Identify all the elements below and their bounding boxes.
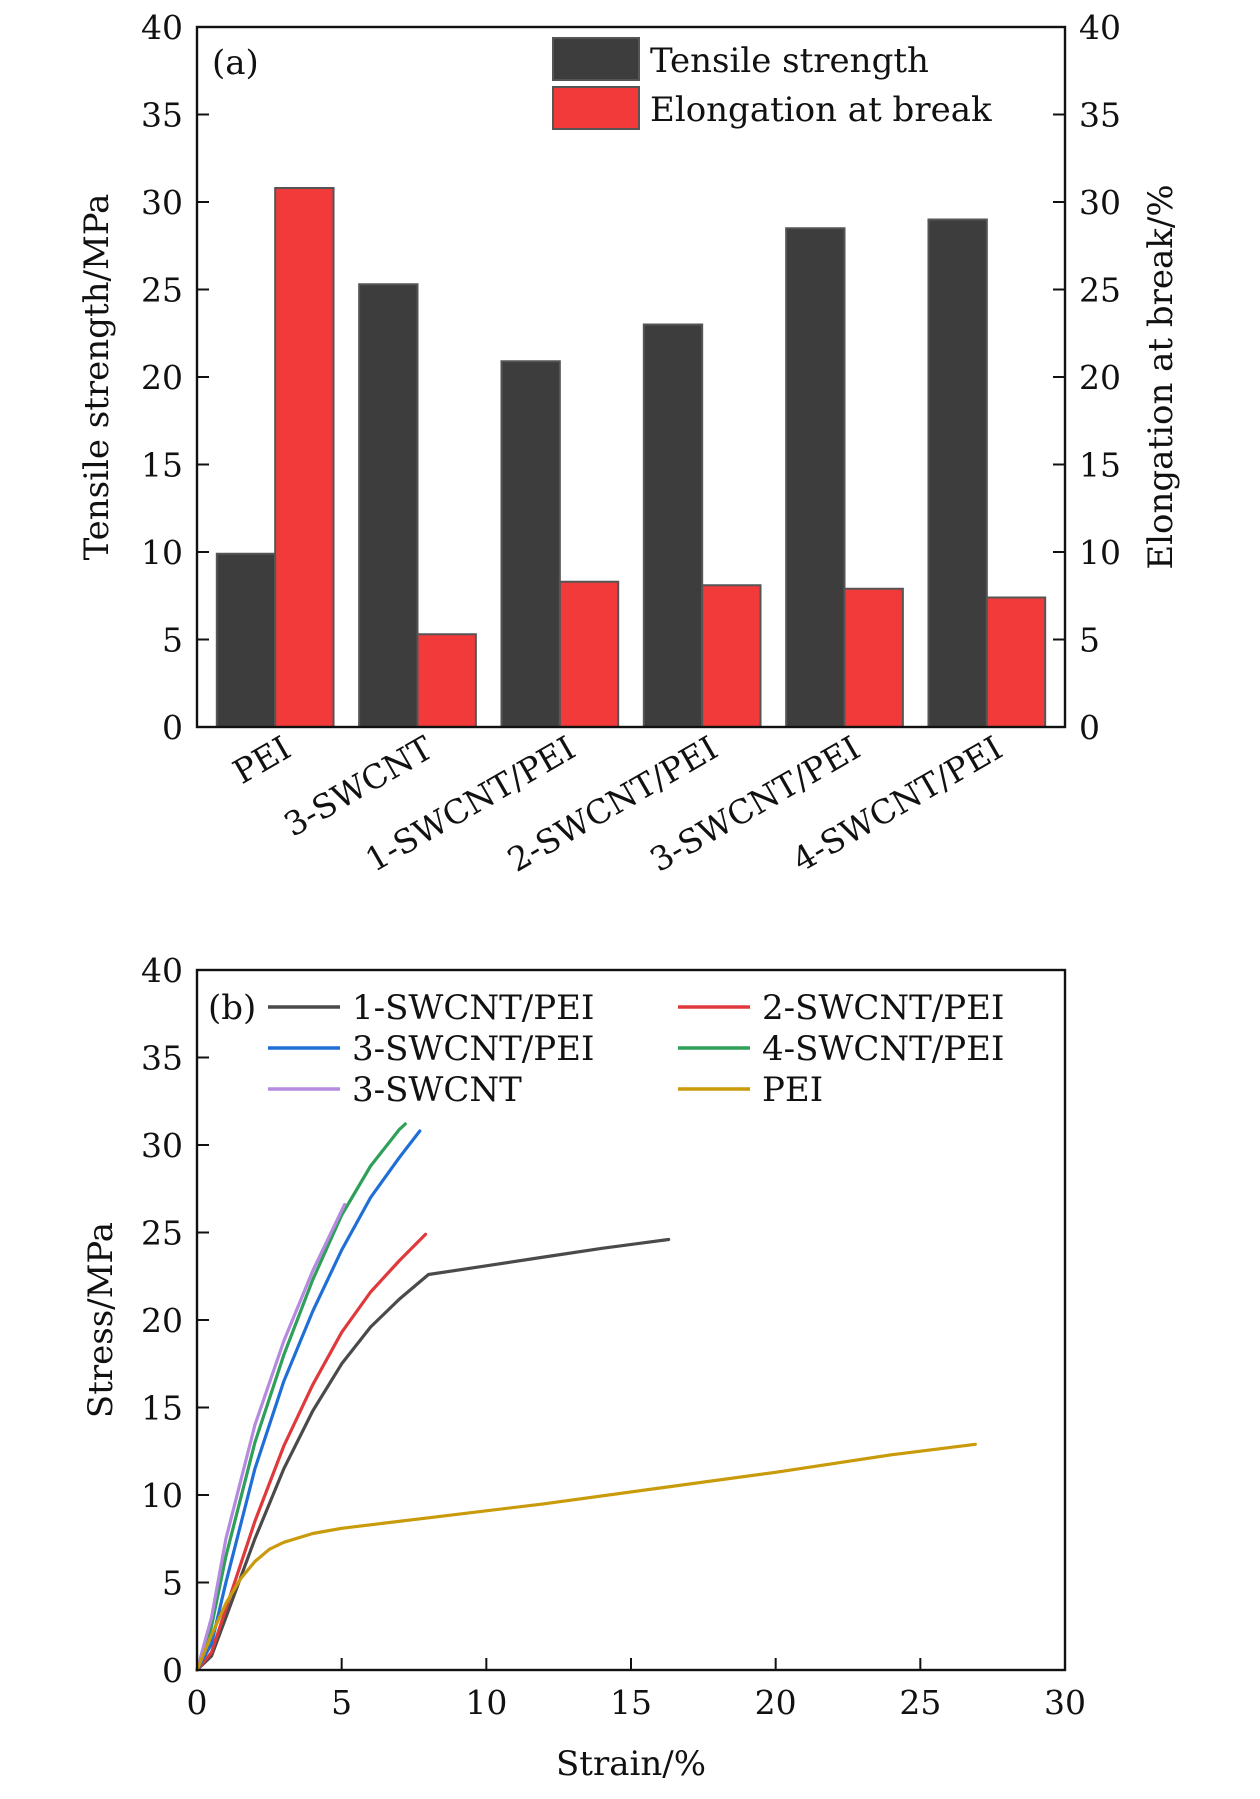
b-y-tick-label-35: 35	[141, 1039, 183, 1078]
panel-b-legend: 1-SWCNT/PEI 2-SWCNT/PEI 3-SWCNT/PEI 4-SWCNT…	[268, 988, 1004, 1110]
legend-label-3-swcnt: 3-SWCNT	[352, 1070, 522, 1110]
panel-b-curves	[195, 1122, 977, 1672]
curve-4-swcnt-pei	[195, 1122, 407, 1672]
curve-pei	[195, 1442, 977, 1672]
panel-b-ylabel: Stress/MPa	[81, 1222, 121, 1418]
curve-3-swcnt	[195, 1202, 347, 1672]
b-x-tick-label-15: 15	[610, 1683, 652, 1722]
b-y-tick-label-15: 15	[141, 1389, 183, 1428]
y2-tick-label-35: 35	[1079, 96, 1121, 135]
legend-label-pei: PEI	[762, 1070, 823, 1110]
y-tick-label-35: 35	[141, 96, 183, 135]
bar-elongation-at-break-3-swcnt	[416, 633, 477, 728]
panel-b-x-axis: 0 5 10 15 20 25 30	[187, 1658, 1086, 1722]
bar-tensile-strength-1-swcnt-pei	[500, 360, 561, 728]
y-tick-label-0: 0	[162, 708, 183, 747]
b-y-tick-label-20: 20	[141, 1301, 183, 1340]
y2-tick-label-5: 5	[1079, 621, 1100, 660]
bar-elongation-at-break-pei	[274, 187, 335, 728]
bar-tensile-strength-4-swcnt-pei	[927, 218, 988, 728]
panel-b-y-axis: 0 5 10 15 20 25 30 35 40	[141, 951, 209, 1690]
bar-tensile-strength-pei	[215, 552, 277, 728]
b-y-tick-label-40: 40	[141, 951, 183, 990]
panel-a-ylabel: Tensile strength/MPa	[77, 194, 117, 561]
panel-a-left-axis: 0 5 10 15 20 25 30 35 40	[141, 8, 209, 747]
y-tick-label-5: 5	[162, 621, 183, 660]
bar-tensile-strength-3-swcnt	[358, 283, 419, 728]
b-y-tick-label-5: 5	[162, 1564, 183, 1603]
bar-tensile-strength-2-swcnt-pei	[642, 323, 704, 728]
panel-a-legend: Tensile strength Elongation at break	[552, 37, 992, 130]
legend-label-elongation: Elongation at break	[650, 90, 992, 130]
panel-a-label: (a)	[212, 43, 259, 83]
panel-b-xlabel: Strain/%	[556, 1744, 706, 1784]
y2-tick-label-25: 25	[1079, 271, 1121, 310]
y2-tick-label-10: 10	[1079, 533, 1121, 572]
b-y-tick-label-0: 0	[162, 1651, 183, 1690]
panel-b-label: (b)	[208, 988, 256, 1028]
panel-a-y2label: Elongation at break/%	[1141, 184, 1181, 569]
panel-a-right-axis: 0 5 10 15 20 25 30 35 40	[1053, 8, 1121, 747]
y-tick-label-25: 25	[141, 271, 183, 310]
curve-3-swcnt-pei	[195, 1129, 422, 1672]
bar-elongation-at-break-1-swcnt-pei	[558, 580, 620, 728]
b-x-tick-label-5: 5	[331, 1683, 352, 1722]
y-tick-label-15: 15	[141, 446, 183, 485]
b-x-tick-label-20: 20	[755, 1683, 797, 1722]
legend-label-4-swcnt-pei: 4-SWCNT/PEI	[762, 1029, 1004, 1069]
panel-a-bars	[215, 187, 1047, 728]
curve-2-swcnt-pei	[195, 1232, 428, 1672]
legend-swatch-elongation	[552, 86, 640, 130]
curve-1-swcnt-pei	[195, 1237, 671, 1672]
y2-tick-label-20: 20	[1079, 358, 1121, 397]
y2-tick-label-0: 0	[1079, 708, 1100, 747]
bar-elongation-at-break-4-swcnt-pei	[985, 596, 1047, 728]
y-tick-label-30: 30	[141, 183, 183, 222]
b-x-tick-label-0: 0	[187, 1683, 208, 1722]
b-y-tick-label-30: 30	[141, 1126, 183, 1165]
b-y-tick-label-10: 10	[141, 1476, 183, 1515]
legend-label-3-swcnt-pei: 3-SWCNT/PEI	[352, 1029, 594, 1069]
bar-tensile-strength-3-swcnt-pei	[785, 227, 846, 728]
legend-label-2-swcnt-pei: 2-SWCNT/PEI	[762, 988, 1004, 1028]
bar-elongation-at-break-3-swcnt-pei	[843, 587, 904, 728]
panel-b-line-chart: 0 5 10 15 20 25 30 35 40 0 5 10 15 20 25 30 (b) Stress…	[81, 951, 1086, 1784]
legend-label-1-swcnt-pei: 1-SWCNT/PEI	[352, 988, 594, 1028]
b-x-tick-label-10: 10	[465, 1683, 507, 1722]
legend-swatch-tensile-strength	[552, 37, 640, 81]
bar-elongation-at-break-2-swcnt-pei	[701, 584, 762, 728]
y-tick-label-10: 10	[141, 533, 183, 572]
b-x-tick-label-25: 25	[899, 1683, 941, 1722]
y2-tick-label-40: 40	[1079, 8, 1121, 47]
y-tick-label-20: 20	[141, 358, 183, 397]
legend-label-tensile-strength: Tensile strength	[650, 41, 929, 81]
b-x-tick-label-30: 30	[1044, 1683, 1086, 1722]
y2-tick-label-15: 15	[1079, 446, 1121, 485]
y2-tick-label-30: 30	[1079, 183, 1121, 222]
b-y-tick-label-25: 25	[141, 1214, 183, 1253]
y-tick-label-40: 40	[141, 8, 183, 47]
